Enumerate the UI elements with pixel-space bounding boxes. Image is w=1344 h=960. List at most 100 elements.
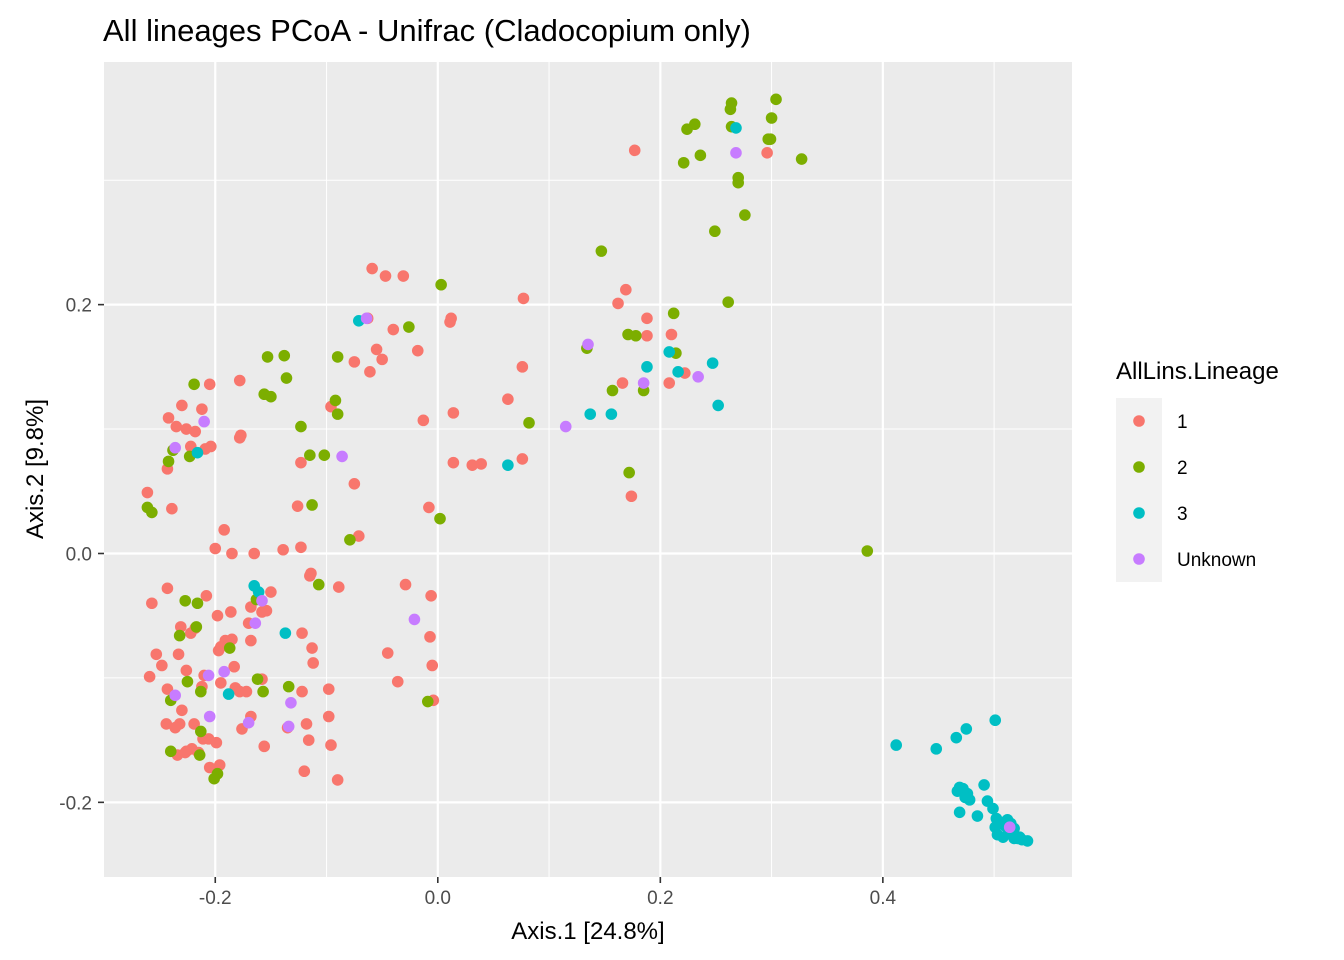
data-point-lineage-1 [612,297,624,310]
data-point-lineage-unknown [1003,821,1016,834]
y-axis-ticks [98,303,104,804]
data-point-lineage-2 [208,772,220,785]
data-point-lineage-2 [191,597,204,610]
data-point-lineage-3 [930,743,943,755]
data-point-lineage-1 [399,578,412,591]
data-point-lineage-3 [712,399,724,412]
data-point-lineage-3 [989,714,1002,727]
data-point-lineage-3 [191,446,204,459]
data-point-lineage-1 [213,759,226,771]
data-point-lineage-2 [282,680,295,693]
data-point-lineage-1 [260,604,273,617]
data-point-lineage-1 [225,606,237,618]
data-point-lineage-2 [162,455,175,468]
legend-marker-1 [1133,415,1145,427]
data-point-lineage-1 [226,633,238,646]
data-point-lineage-2 [724,103,737,116]
data-point-lineage-3 [960,723,973,735]
data-point-lineage-2 [179,594,192,607]
data-point-lineage-3 [971,810,984,822]
legend: AllLins.Lineage 1 2 3 Unknown [1116,358,1279,582]
data-point-lineage-2 [265,390,277,403]
data-point-lineage-unknown [202,669,215,682]
data-point-lineage-1 [306,642,318,654]
data-point-lineage-1 [176,399,188,412]
data-point-lineage-2 [739,209,751,221]
data-point-lineage-unknown [408,613,421,626]
data-point-lineage-2 [681,123,693,135]
data-point-lineage-2 [403,321,415,333]
data-point-lineage-2 [261,351,274,363]
x-axis-title: Axis.1 [24.8%] [511,918,664,945]
data-point-lineage-unknown [203,710,216,723]
data-point-lineage-1 [162,412,175,424]
data-point-lineage-3 [222,688,235,700]
data-point-lineage-3 [987,802,999,815]
data-point-lineage-1 [143,670,156,683]
data-point-lineage-1 [248,547,261,560]
data-point-lineage-2 [190,621,203,633]
data-point-lineage-1 [265,586,277,598]
data-point-lineage-3 [252,586,265,598]
data-point-lineage-1 [517,292,530,305]
data-point-lineage-unknown [282,720,295,733]
data-point-lineage-3 [951,785,964,797]
data-point-lineage-1 [212,644,225,657]
data-point-lineage-1 [228,660,240,673]
data-point-lineage-1 [170,420,183,433]
data-point-lineage-2 [195,685,207,698]
data-point-lineage-1 [161,582,174,595]
data-point-lineage-1 [397,270,410,282]
data-point-lineage-1 [166,502,178,515]
data-point-lineage-3 [605,408,618,420]
data-point-lineage-2 [722,296,734,308]
data-point-lineage-1 [379,270,392,282]
data-point-lineage-2 [709,225,721,238]
data-point-lineage-1 [370,343,383,356]
data-point-lineage-2 [677,156,690,169]
data-point-lineage-2 [181,675,194,688]
data-point-lineage-unknown [242,716,255,729]
data-point-lineage-3 [641,361,653,373]
data-point-lineage-1 [226,547,238,560]
y-axis-tick-labels: -0.2 0.0 0.2 [59,296,92,815]
data-point-lineage-1 [447,456,460,469]
data-point-lineage-1 [245,634,257,647]
major-gridlines [104,62,1072,877]
data-point-lineage-1 [423,501,435,514]
x-axis-tick-labels: -0.2 0.0 0.2 0.4 [199,888,897,909]
data-point-lineage-2 [630,329,642,342]
data-point-lineage-2 [251,673,264,685]
data-point-lineage-1 [352,530,365,542]
data-point-lineage-1 [620,283,632,296]
data-point-lineage-2 [146,506,158,519]
data-point-lineage-1 [366,262,378,275]
data-point-lineage-1 [146,597,158,610]
data-points [141,93,1034,847]
data-point-lineage-1 [203,761,216,774]
data-point-lineage-3 [706,357,719,369]
data-point-lineage-unknown [336,450,348,463]
data-point-lineage-1 [295,541,307,554]
data-point-lineage-3 [663,346,676,358]
data-point-lineage-1 [331,774,344,786]
data-point-lineage-1 [215,677,227,689]
data-point-lineage-1 [376,353,388,366]
data-point-lineage-2 [434,512,446,525]
data-point-lineage-1 [203,378,216,391]
y-tick-label: 0.0 [66,544,92,565]
data-point-lineage-2 [623,466,635,479]
data-point-lineage-2 [331,408,344,420]
data-point-lineage-1 [641,329,653,342]
data-point-lineage-2 [770,93,782,106]
data-point-lineage-1 [233,374,246,387]
y-tick-label: 0.2 [66,296,92,317]
data-point-lineage-1 [417,414,430,427]
data-point-lineage-unknown [249,617,262,629]
plot-panel [104,62,1072,877]
data-point-lineage-unknown [169,689,182,702]
data-point-lineage-unknown [285,697,297,709]
data-point-lineage-3 [963,794,976,806]
data-point-lineage-1 [291,500,304,513]
